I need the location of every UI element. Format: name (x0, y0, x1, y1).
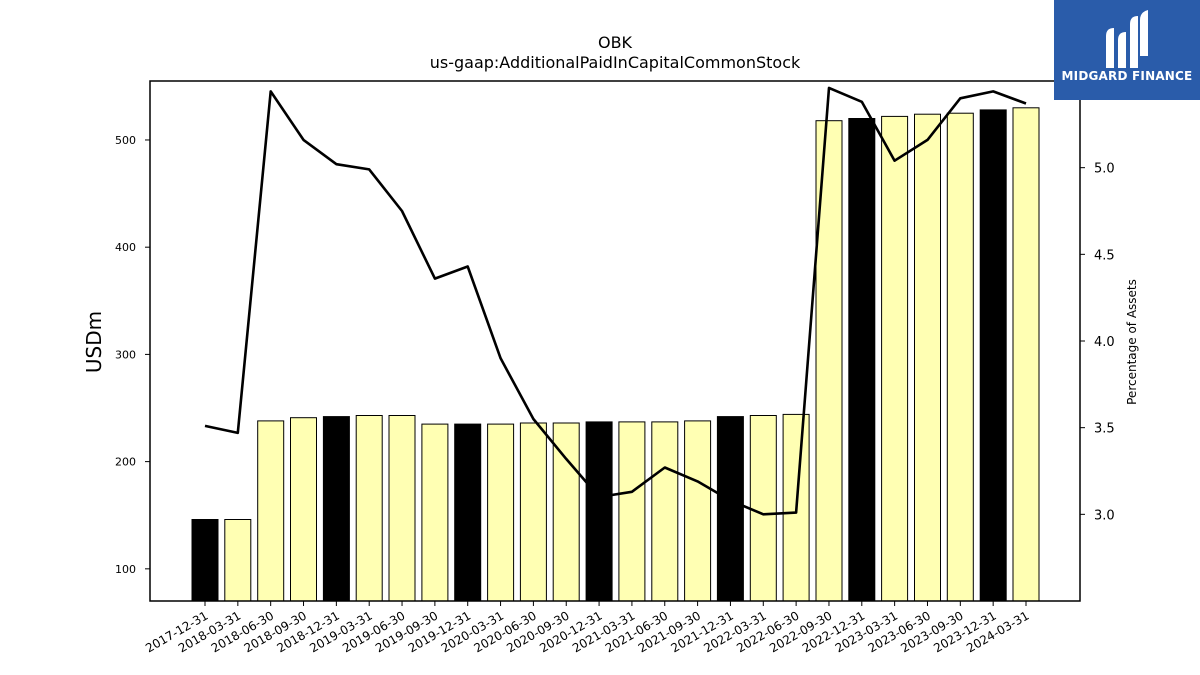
y-tick-label-100: 100 (115, 563, 136, 576)
bar-2021-06-30 (651, 421, 679, 602)
line-group (204, 86, 1027, 516)
bar-2018-06-30 (257, 420, 285, 602)
y-tick-label-400: 400 (115, 241, 136, 254)
y-tick-label-200: 200 (115, 456, 136, 469)
bar-2018-03-31 (224, 519, 252, 602)
bar-2020-06-30 (519, 422, 547, 602)
bar-2017-12-31 (191, 519, 219, 602)
y-tick-label-500: 500 (115, 134, 136, 147)
bar-2021-12-31 (716, 416, 744, 602)
midgard-logo-icon (1106, 10, 1148, 68)
percentage-line (204, 86, 1027, 516)
brand-logo: MIDGARD FINANCE (1054, 0, 1200, 100)
bar-2022-03-31 (749, 415, 777, 602)
bar-2021-09-30 (684, 420, 712, 602)
y2-tick-label-3.0: 3.0 (1094, 508, 1115, 523)
bar-2023-06-30 (914, 113, 941, 602)
bar-2022-12-31 (848, 118, 876, 602)
y2-tick-label-4.5: 4.5 (1094, 248, 1115, 263)
bar-2020-03-31 (487, 423, 515, 602)
bars-group (191, 107, 1040, 602)
bar-2021-03-31 (618, 421, 646, 602)
bar-2023-09-30 (946, 112, 974, 602)
y2-tick-label-4.0: 4.0 (1094, 335, 1115, 350)
bar-2018-12-31 (322, 416, 350, 602)
bar-2023-03-31 (881, 115, 909, 602)
chart-subtitle: us-gaap:AdditionalPaidInCapitalCommonSto… (430, 53, 801, 72)
bar-2023-12-31 (979, 109, 1007, 602)
bar-2019-03-31 (355, 415, 383, 602)
bar-2019-06-30 (388, 415, 416, 602)
bar-2020-09-30 (552, 422, 580, 602)
bar-2019-12-31 (454, 423, 482, 602)
brand-name: MIDGARD FINANCE (1061, 69, 1193, 83)
bar-2020-12-31 (585, 421, 613, 602)
y2-tick-label-3.5: 3.5 (1094, 422, 1115, 437)
bar-2024-03-31 (1012, 107, 1040, 602)
bar-2019-09-30 (421, 423, 449, 602)
y2-axis-label: Percentage of Assets (1125, 279, 1139, 405)
y-tick-label-300: 300 (115, 348, 136, 361)
chart-title: OBK (598, 33, 633, 52)
bar-2018-09-30 (290, 417, 317, 602)
y2-tick-label-5.0: 5.0 (1094, 162, 1115, 177)
y-axis-label: USDm (82, 311, 106, 373)
